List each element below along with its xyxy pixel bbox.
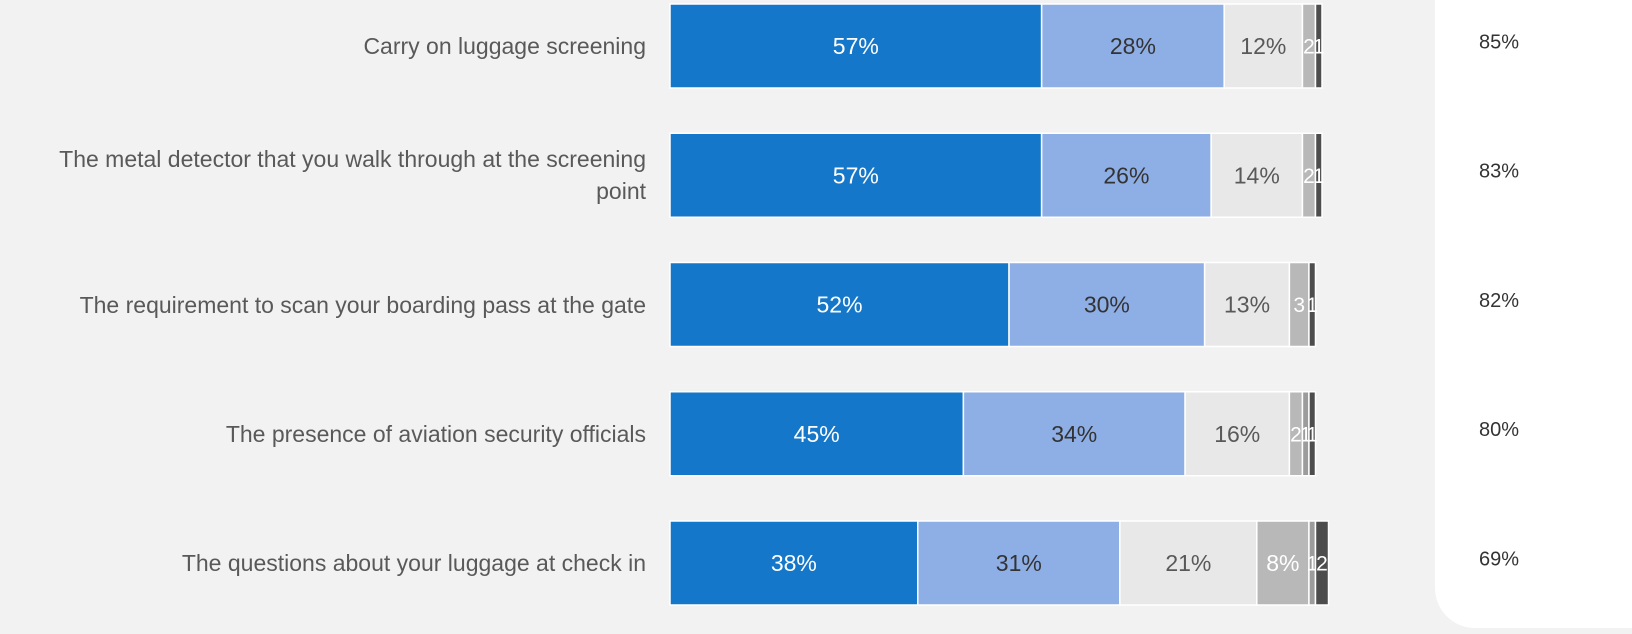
- bar-segment: [669, 132, 1043, 218]
- bar-segment: [669, 261, 1010, 348]
- value-label: 30%: [1084, 292, 1130, 318]
- value-label: 1: [1306, 294, 1318, 317]
- total-label: 69%: [1479, 548, 1519, 570]
- total-label: 85%: [1479, 31, 1519, 53]
- value-label: 1: [1313, 36, 1325, 59]
- value-label: 26%: [1103, 162, 1149, 188]
- value-label: 38%: [771, 550, 817, 576]
- value-label: 3: [1293, 294, 1305, 317]
- total-label: 82%: [1479, 290, 1519, 312]
- bar-segment: [1308, 391, 1317, 477]
- value-label: 2: [1303, 165, 1315, 188]
- value-label: 2: [1303, 36, 1315, 59]
- value-label: 1: [1306, 553, 1318, 576]
- value-label: 57%: [833, 33, 879, 59]
- category-label: The requirement to scan your boarding pa…: [79, 291, 646, 318]
- value-label: 12%: [1240, 33, 1286, 59]
- value-label: 52%: [816, 292, 862, 318]
- bar-segment: [1256, 520, 1310, 606]
- value-label: 16%: [1214, 421, 1260, 447]
- bar-segment: [917, 520, 1121, 606]
- total-label: 83%: [1479, 161, 1519, 183]
- value-label: 31%: [996, 550, 1042, 576]
- value-label: 8%: [1266, 550, 1299, 576]
- bar-segment: [1308, 261, 1317, 348]
- value-label: 2: [1290, 423, 1302, 446]
- bar-segment: [1210, 132, 1304, 218]
- value-label: 14%: [1234, 162, 1280, 188]
- value-label: 28%: [1110, 33, 1156, 59]
- total-label: 80%: [1479, 419, 1519, 441]
- value-label: 1: [1306, 423, 1318, 446]
- category-label: Carry on luggage screening: [363, 33, 646, 59]
- value-label: 57%: [833, 162, 879, 188]
- value-label: 34%: [1051, 421, 1097, 447]
- bar-segment: [1008, 261, 1206, 348]
- value-label: 21%: [1165, 550, 1211, 576]
- value-label: 1: [1313, 165, 1325, 188]
- bar-segment: [1203, 261, 1291, 348]
- value-label: 13%: [1224, 292, 1270, 318]
- value-label: 45%: [794, 421, 840, 447]
- bar-segment: [1040, 132, 1212, 218]
- totals-panel: [1435, 0, 1632, 628]
- bar-segment: [962, 391, 1186, 477]
- bar-segment: [1314, 132, 1323, 218]
- category-label: The presence of aviation security offici…: [225, 420, 646, 447]
- bar-segment: [1314, 520, 1330, 606]
- bar-segment: [1314, 3, 1323, 89]
- value-label: 1: [1300, 423, 1312, 446]
- category-label: The questions about your luggage at chec…: [181, 550, 646, 576]
- bar-segment: [669, 391, 965, 477]
- value-label: 2: [1316, 553, 1328, 576]
- category-label: The metal detector that you walk through…: [59, 146, 646, 205]
- bar-segment: [1223, 3, 1304, 89]
- bar-segment: [1184, 391, 1291, 477]
